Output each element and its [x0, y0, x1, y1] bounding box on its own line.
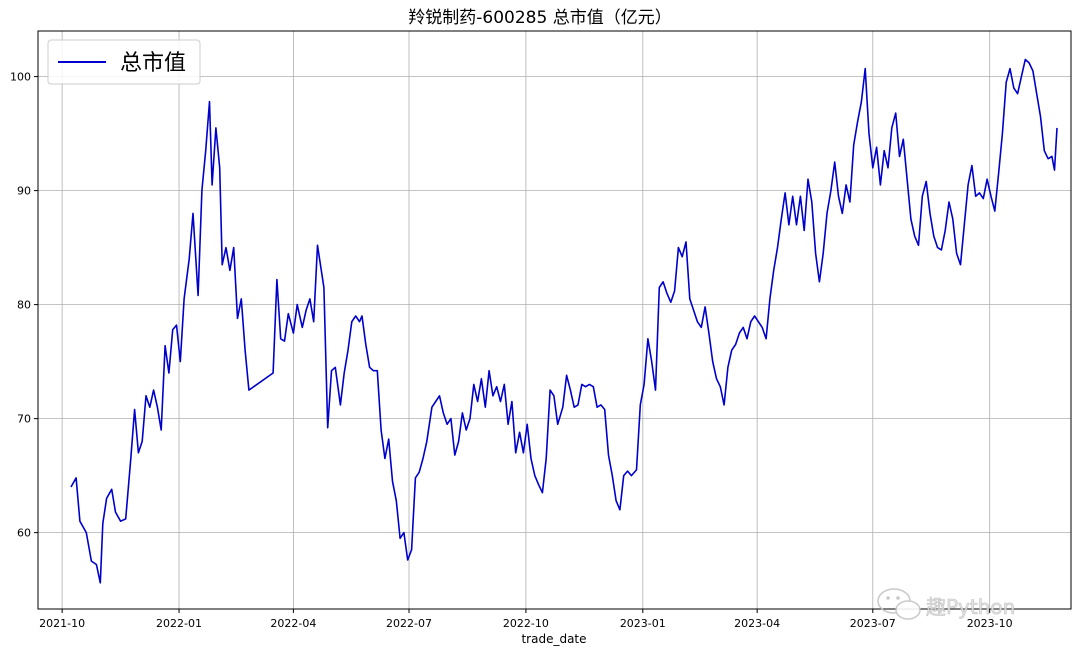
y-tick-label: 100	[10, 71, 31, 84]
wechat-icon	[877, 588, 921, 620]
x-axis: 2021-10 2022-01 2022-04 2022-07 2022-10 2023-…	[39, 609, 1013, 630]
y-tick-label: 70	[17, 413, 31, 426]
x-tick-label: 2021-10	[39, 617, 85, 630]
x-tick-label: 2023-07	[850, 617, 896, 630]
legend: 总市值	[47, 39, 201, 85]
watermark-text: 趣Python	[926, 595, 1015, 619]
y-tick-label: 60	[17, 527, 31, 540]
x-tick-label: 2022-01	[156, 617, 202, 630]
chart-title: 羚锐制药-600285 总市值（亿元）	[408, 8, 671, 28]
x-tick-label: 2023-01	[620, 617, 666, 630]
x-tick-label: 2023-10	[967, 617, 1013, 630]
x-tick-label: 2022-10	[503, 617, 549, 630]
series-line	[70, 58, 1058, 584]
x-tick-label: 2022-07	[386, 617, 432, 630]
y-tick-label: 80	[17, 299, 31, 312]
watermark: 趣Python	[877, 588, 1016, 620]
grid-lines	[38, 31, 1071, 609]
legend-box	[47, 39, 201, 85]
x-axis-label: trade_date	[521, 632, 586, 646]
x-tick-label: 2022-04	[270, 617, 316, 630]
legend-label: 总市值	[120, 51, 186, 76]
series-layer	[70, 58, 1058, 584]
plot-frame	[37, 30, 1072, 610]
x-tick-label: 2023-04	[734, 617, 780, 630]
y-tick-label: 90	[17, 185, 31, 198]
y-axis: 60 70 80 90 100	[10, 71, 38, 540]
